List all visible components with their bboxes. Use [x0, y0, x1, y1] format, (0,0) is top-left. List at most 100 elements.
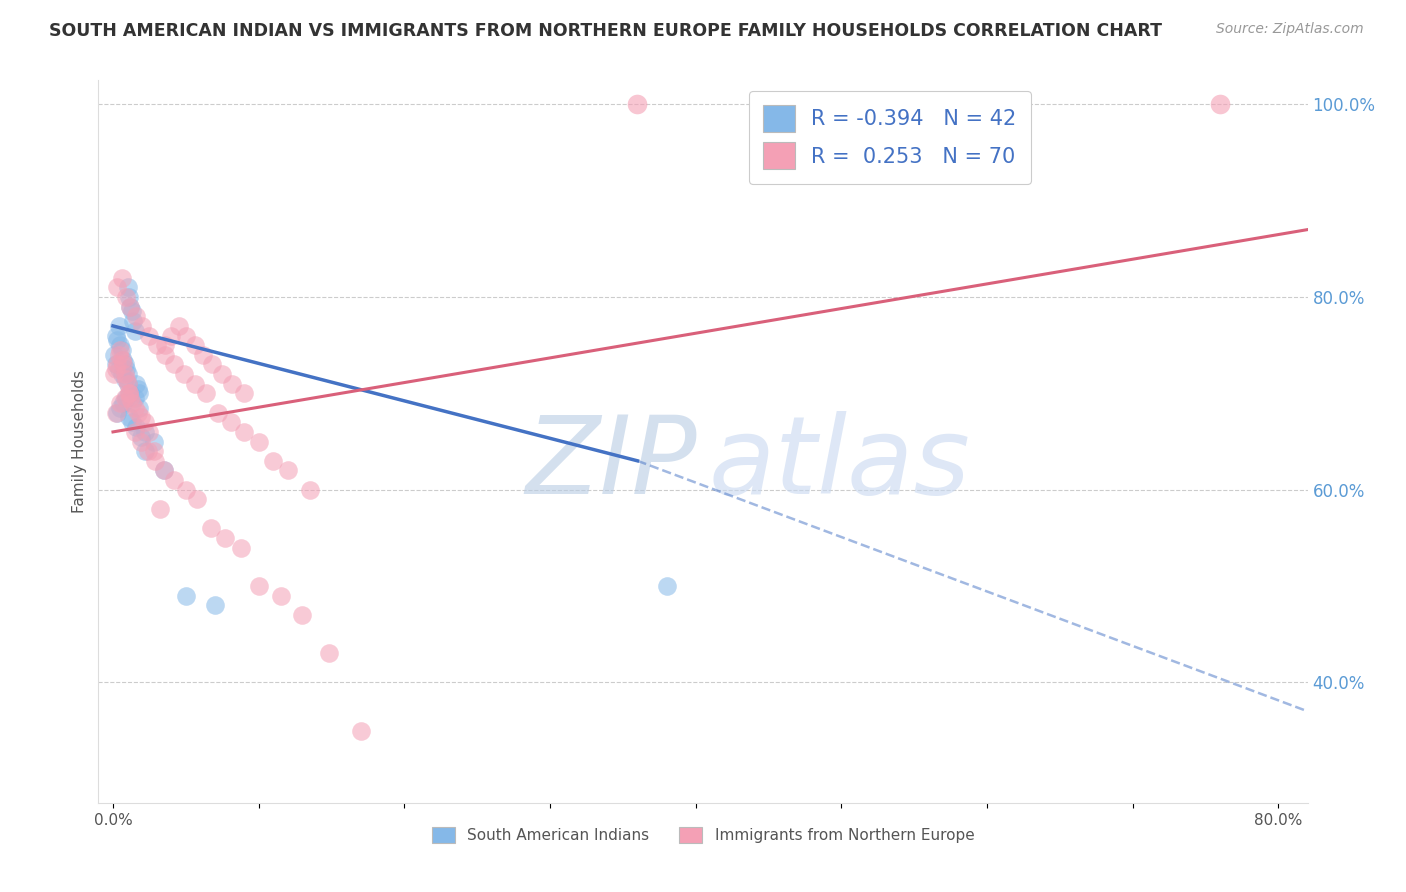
Point	[121, 415, 143, 429]
Point	[112, 358, 135, 372]
Point	[174, 589, 197, 603]
Point	[350, 723, 373, 738]
Point	[118, 386, 141, 401]
Point	[247, 434, 270, 449]
Point	[124, 401, 146, 415]
Point	[115, 391, 138, 405]
Point	[112, 396, 135, 410]
Point	[214, 531, 236, 545]
Point	[117, 376, 139, 391]
Point	[298, 483, 321, 497]
Point	[163, 473, 186, 487]
Point	[134, 415, 156, 429]
Point	[134, 425, 156, 439]
Point	[219, 415, 242, 429]
Point	[174, 328, 197, 343]
Point	[163, 358, 186, 372]
Point	[111, 270, 134, 285]
Point	[186, 492, 208, 507]
Point	[120, 300, 142, 314]
Point	[136, 444, 159, 458]
Point	[125, 420, 148, 434]
Point	[110, 338, 132, 352]
Text: SOUTH AMERICAN INDIAN VS IMMIGRANTS FROM NORTHERN EUROPE FAMILY HOUSEHOLDS CORRE: SOUTH AMERICAN INDIAN VS IMMIGRANTS FROM…	[49, 22, 1163, 40]
Point	[124, 324, 146, 338]
Point	[247, 579, 270, 593]
Point	[111, 352, 134, 367]
Point	[128, 401, 150, 415]
Point	[120, 391, 142, 405]
Point	[200, 521, 222, 535]
Point	[127, 406, 149, 420]
Point	[111, 343, 134, 357]
Point	[117, 367, 139, 381]
Point	[115, 372, 138, 386]
Point	[183, 338, 205, 352]
Point	[142, 444, 165, 458]
Point	[143, 454, 166, 468]
Point	[207, 406, 229, 420]
Point	[122, 314, 145, 328]
Text: ZIP: ZIP	[526, 410, 697, 516]
Point	[112, 352, 135, 367]
Point	[291, 607, 314, 622]
Point	[167, 318, 190, 333]
Point	[105, 358, 128, 372]
Point	[108, 348, 131, 362]
Point	[145, 338, 167, 352]
Point	[121, 396, 143, 410]
Point	[125, 376, 148, 391]
Point	[138, 425, 160, 439]
Point	[108, 318, 131, 333]
Point	[195, 386, 218, 401]
Point	[124, 391, 146, 405]
Point	[104, 406, 127, 420]
Point	[149, 502, 172, 516]
Point	[889, 97, 911, 112]
Point	[120, 386, 142, 401]
Point	[125, 310, 148, 324]
Point	[626, 97, 648, 112]
Point	[221, 376, 243, 391]
Text: Source: ZipAtlas.com: Source: ZipAtlas.com	[1216, 22, 1364, 37]
Point	[183, 376, 205, 391]
Point	[104, 358, 127, 372]
Point	[117, 280, 139, 294]
Point	[108, 362, 131, 376]
Point	[104, 362, 127, 376]
Point	[204, 599, 226, 613]
Point	[118, 386, 141, 401]
Point	[270, 589, 292, 603]
Point	[127, 382, 149, 396]
Point	[318, 647, 340, 661]
Point	[160, 328, 183, 343]
Point	[138, 328, 160, 343]
Point	[211, 367, 233, 381]
Point	[111, 367, 134, 381]
Point	[277, 463, 299, 477]
Point	[233, 386, 256, 401]
Point	[114, 367, 136, 381]
Point	[173, 367, 195, 381]
Point	[105, 280, 128, 294]
Point	[131, 318, 153, 333]
Point	[193, 348, 215, 362]
Point	[105, 406, 128, 420]
Point	[174, 483, 197, 497]
Point	[115, 290, 138, 304]
Point	[262, 454, 284, 468]
Legend: South American Indians, Immigrants from Northern Europe: South American Indians, Immigrants from …	[426, 822, 980, 849]
Point	[115, 362, 138, 376]
Point	[118, 410, 141, 425]
Point	[104, 328, 127, 343]
Point	[124, 425, 146, 439]
Point	[153, 463, 176, 477]
Point	[231, 541, 253, 555]
Point	[121, 304, 143, 318]
Point	[103, 348, 125, 362]
Point	[110, 343, 132, 357]
Point	[1209, 97, 1232, 112]
Point	[201, 358, 224, 372]
Point	[110, 401, 132, 415]
Point	[117, 376, 139, 391]
